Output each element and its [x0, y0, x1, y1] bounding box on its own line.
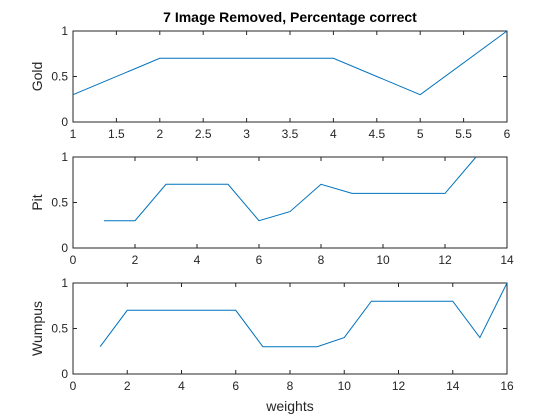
wumpus-x-tick-label: 6 — [232, 379, 239, 393]
wumpus-series-line — [99, 282, 508, 348]
subplot-wumpus: 0 2 4 6 8 10 12 14 16 0 0.5 1 Wumpus — [29, 276, 514, 393]
pit-y-tick-label: 1 — [61, 150, 68, 164]
wumpus-x-tick-label: 14 — [446, 379, 460, 393]
wumpus-x-tick-label: 0 — [70, 379, 77, 393]
figure-title: 7 Image Removed, Percentage correct — [163, 9, 417, 25]
wumpus-y-axis-label: Wumpus — [29, 301, 45, 356]
gold-x-tick-label: 6 — [504, 127, 511, 141]
gold-y-axis-label: Gold — [29, 62, 45, 92]
pit-series-line — [104, 156, 477, 222]
pit-x-tick-label: 4 — [194, 253, 201, 267]
wumpus-y-tick-label: 0.5 — [51, 322, 68, 336]
pit-y-tick-label: 0.5 — [51, 196, 68, 210]
wumpus-x-tick-label: 4 — [178, 379, 185, 393]
gold-x-tick-label: 2 — [156, 127, 163, 141]
wumpus-y-tick-label: 0 — [61, 367, 68, 381]
gold-x-tick-label: 4.5 — [368, 127, 385, 141]
subplot-pit: 0 2 4 6 8 10 12 14 0 0.5 1 Pit — [29, 150, 514, 267]
gold-y-tick-label: 1 — [61, 24, 68, 38]
gold-x-tick-label: 4 — [330, 127, 337, 141]
pit-x-tick-label: 8 — [318, 253, 325, 267]
gold-x-tick-label: 3 — [243, 127, 250, 141]
subplot-gold: 1 1.5 2 2.5 3 3.5 4 4.5 5 5.5 6 0 0.5 1 Gold — [29, 24, 511, 141]
pit-y-axis-label: Pit — [29, 194, 45, 210]
pit-y-tick-label: 0 — [61, 241, 68, 255]
wumpus-x-tick-label: 2 — [124, 379, 131, 393]
x-axis-label: weights — [265, 398, 313, 414]
gold-x-tick-label: 5.5 — [455, 127, 472, 141]
pit-x-tick-label: 14 — [500, 253, 514, 267]
pit-x-tick-label: 0 — [70, 253, 77, 267]
gold-series-line — [72, 30, 508, 96]
pit-axes-box — [72, 156, 508, 249]
gold-y-tick-label: 0.5 — [51, 70, 68, 84]
pit-x-tick-label: 2 — [132, 253, 139, 267]
wumpus-x-tick-label: 16 — [500, 379, 514, 393]
gold-x-tick-label: 1 — [70, 127, 77, 141]
wumpus-axes-box — [72, 282, 508, 375]
wumpus-x-tick-label: 12 — [392, 379, 406, 393]
gold-axes-box — [72, 30, 508, 123]
wumpus-x-tick-label: 10 — [338, 379, 352, 393]
wumpus-x-tick-label: 8 — [287, 379, 294, 393]
gold-x-tick-label: 1.5 — [108, 127, 125, 141]
pit-x-tick-label: 10 — [376, 253, 390, 267]
pit-x-tick-label: 6 — [256, 253, 263, 267]
gold-y-tick-label: 0 — [61, 115, 68, 129]
gold-x-tick-label: 2.5 — [195, 127, 212, 141]
gold-x-tick-label: 5 — [417, 127, 424, 141]
pit-x-tick-label: 12 — [438, 253, 452, 267]
wumpus-y-tick-label: 1 — [61, 276, 68, 290]
gold-x-tick-label: 3.5 — [282, 127, 299, 141]
